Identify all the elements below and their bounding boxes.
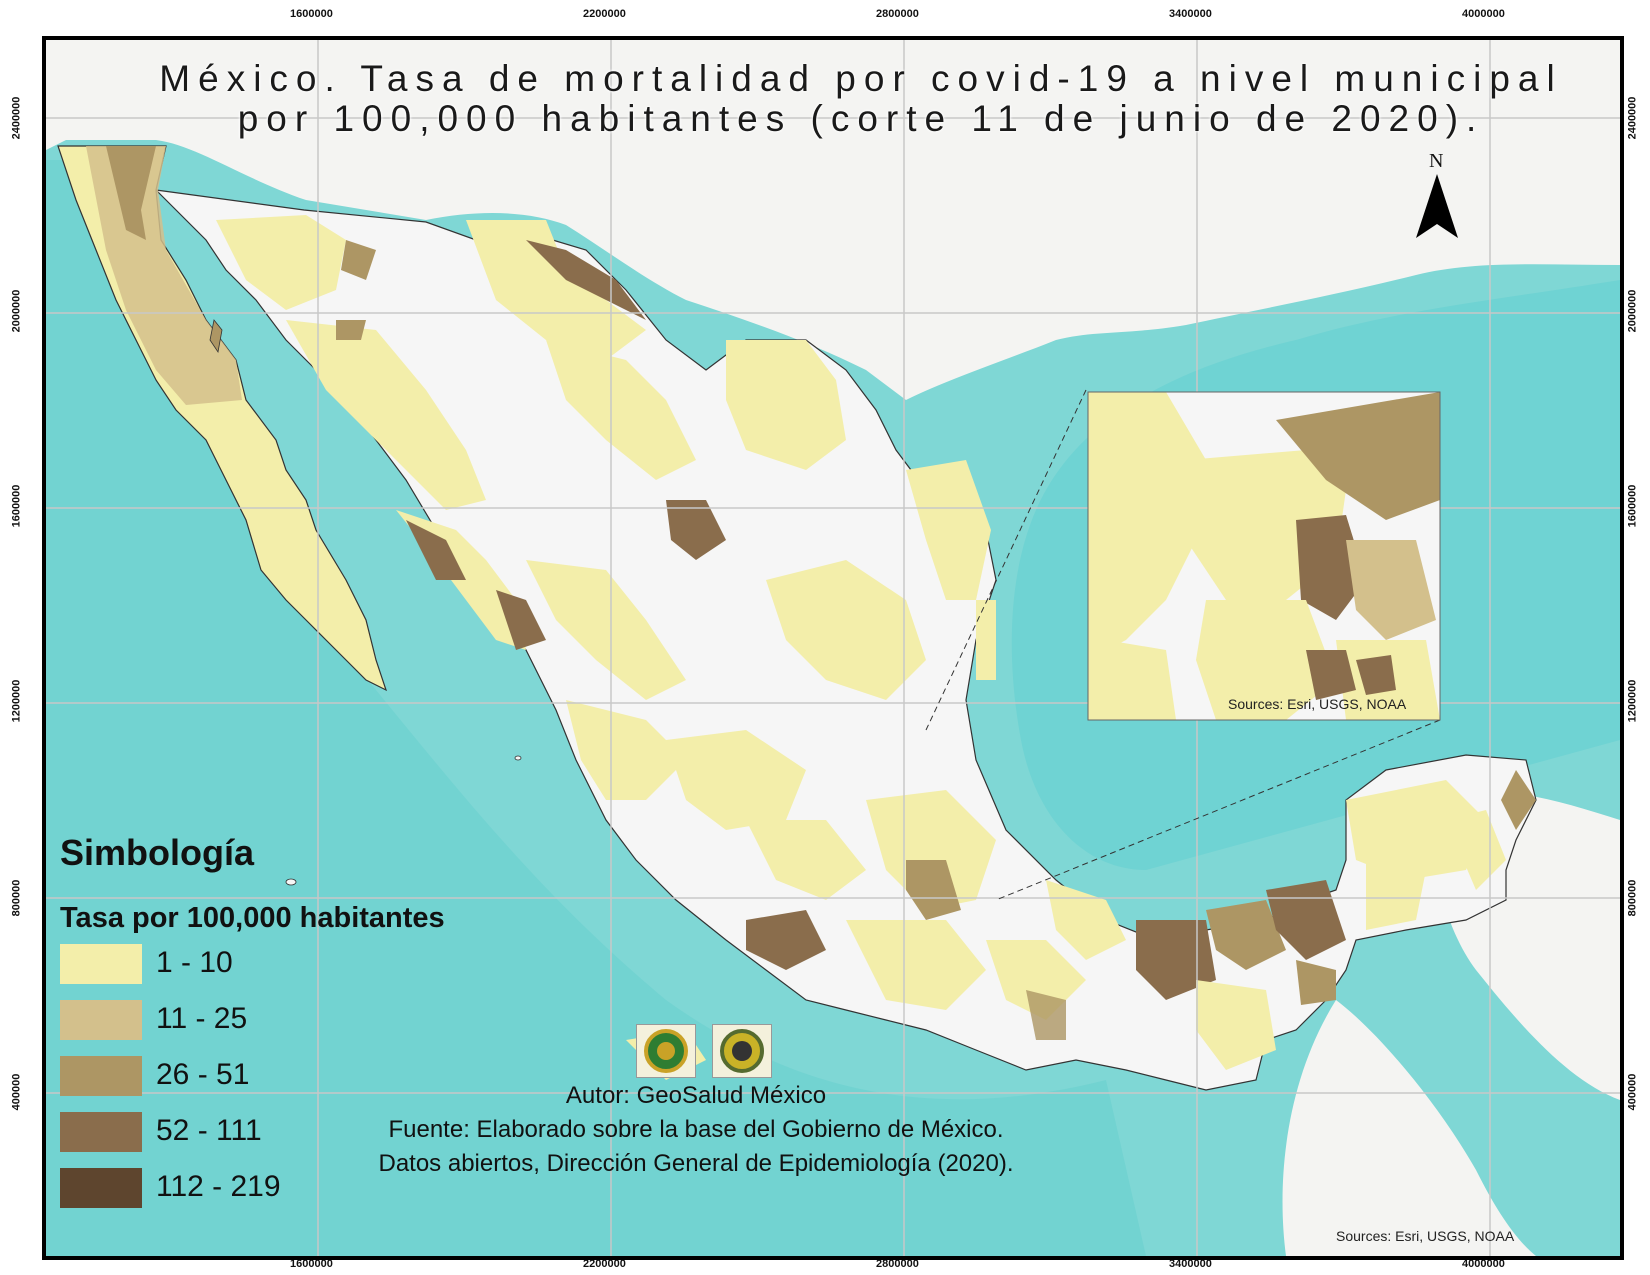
municipal-choropleth	[216, 215, 1536, 1080]
legend-label: 112 - 219	[156, 1170, 281, 1203]
x-label-top: 2200000	[583, 8, 626, 20]
legend-title: Simbología	[60, 832, 255, 873]
x-label-bottom: 3400000	[1169, 1258, 1212, 1270]
pacific-deep	[46, 160, 1146, 1256]
legend-label: 52 - 111	[156, 1114, 262, 1147]
y-label-right: 800000	[1626, 879, 1639, 917]
y-label-left: 2400000	[10, 96, 23, 140]
x-label-bottom: 1600000	[290, 1258, 333, 1270]
x-label-top: 1600000	[290, 8, 333, 20]
inset-leader-line	[925, 389, 1087, 731]
island	[514, 755, 522, 761]
map-title-line-1: México. Tasa de mortalidad por covid-19 …	[159, 58, 1563, 99]
inset-region	[1088, 640, 1176, 720]
y-label-right: 1600000	[1626, 484, 1639, 528]
legend-label: 26 - 51	[156, 1058, 250, 1091]
north-label: N	[1429, 150, 1444, 172]
y-label-left: 1600000	[10, 484, 23, 528]
legend-swatch	[60, 1168, 142, 1208]
geosalud-seal-icon	[720, 1029, 764, 1073]
y-label-right: 2400000	[1626, 96, 1639, 140]
y-label-right: 1200000	[1626, 679, 1639, 723]
inset-attribution: Sources: Esri, USGS, NOAA	[1228, 696, 1407, 712]
geosalud-logo	[712, 1024, 772, 1078]
university-seal-logo	[636, 1024, 696, 1078]
y-label-left: 2000000	[10, 289, 23, 333]
legend-label: 1 - 10	[156, 946, 233, 979]
inset-map	[1087, 391, 1441, 721]
x-label-top: 2800000	[876, 8, 919, 20]
inset-region	[1306, 650, 1356, 700]
seal-icon	[644, 1029, 688, 1073]
source-credit-line-2: Datos abiertos, Dirección General de Epi…	[378, 1150, 1014, 1177]
source-credit-line-1: Fuente: Elaborado sobre la base del Gobi…	[388, 1116, 1004, 1143]
inset-region	[1088, 392, 1206, 660]
island	[285, 878, 297, 886]
y-label-left: 1200000	[10, 679, 23, 723]
legend-swatch	[60, 1112, 142, 1152]
legend-swatch	[60, 944, 142, 984]
x-label-bottom: 2800000	[876, 1258, 919, 1270]
usa-land	[46, 40, 1620, 400]
central-america-land	[1282, 1000, 1536, 1256]
baja-northwest-region	[106, 146, 156, 240]
inset-region	[1346, 540, 1436, 640]
y-label-left: 800000	[10, 879, 23, 917]
legend-swatch	[60, 1000, 142, 1040]
x-label-bottom: 2200000	[583, 1258, 626, 1270]
inset-border	[1087, 391, 1441, 721]
y-label-right: 2000000	[1626, 289, 1639, 333]
tiburon-island	[209, 319, 223, 354]
x-label-top: 4000000	[1462, 8, 1505, 20]
north-arrow-icon	[1416, 174, 1458, 238]
inset-region	[1276, 392, 1440, 520]
author-credit: Autor: GeoSalud México	[565, 1082, 827, 1109]
legend-subtitle: Tasa por 100,000 habitantes	[60, 902, 445, 934]
inset-region	[1196, 600, 1336, 720]
inset-region	[1356, 655, 1396, 695]
map-title-line-2: por 100,000 habitantes (corte 11 de juni…	[237, 98, 1485, 139]
north-arrow: N	[1412, 150, 1462, 240]
map-canvas	[46, 40, 1620, 1256]
y-label-left: 400000	[10, 1073, 23, 1111]
legend-swatch	[60, 1056, 142, 1096]
y-label-right: 400000	[1626, 1073, 1639, 1111]
map-frame: México. Tasa de mortalidad por covid-19 …	[42, 36, 1624, 1260]
x-label-bottom: 4000000	[1462, 1258, 1505, 1270]
basemap-attribution: Sources: Esri, USGS, NOAA	[1336, 1228, 1515, 1244]
x-label-top: 3400000	[1169, 8, 1212, 20]
legend-label: 11 - 25	[156, 1002, 248, 1035]
